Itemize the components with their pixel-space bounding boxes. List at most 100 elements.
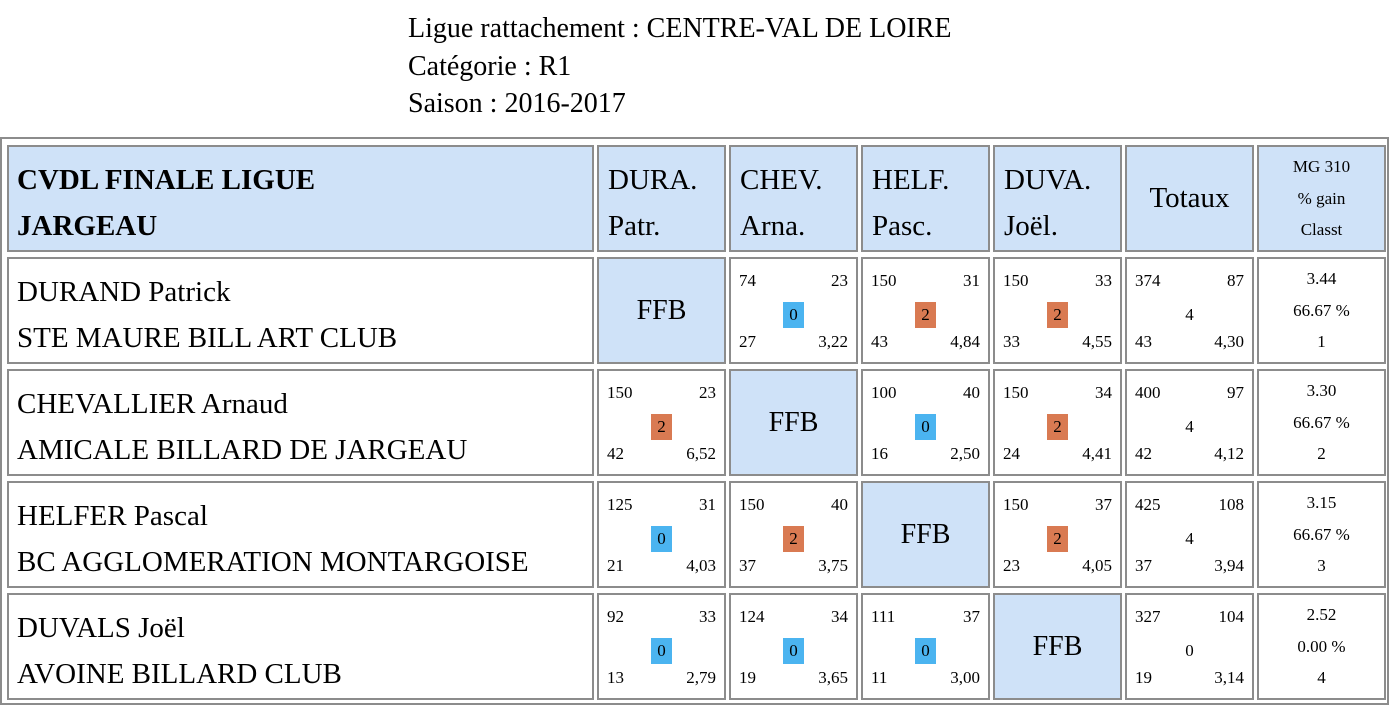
match-points-badge: 2 (1047, 414, 1068, 440)
header-col-line1: HELF. (872, 164, 950, 196)
total-points: 4 (1185, 417, 1194, 436)
result-tl: 327 (1135, 607, 1161, 626)
result-tl: 150 (1003, 495, 1029, 514)
header-col-line2: Arna. (740, 210, 806, 242)
match-result-cell: 150 33 33 4,55 2 (993, 257, 1122, 364)
results-table: CVDL FINALE LIGUE JARGEAU DURA. Patr. CH… (0, 137, 1389, 705)
totaux-cell: 425 108 37 3,94 4 (1125, 481, 1254, 588)
mg-cell: 2.52 0.00 % 4 (1257, 593, 1386, 700)
result-br: 4,55 (1082, 332, 1112, 351)
match-points-badge: 0 (651, 638, 672, 664)
result-bl: 27 (739, 332, 756, 351)
header-col-duva: DUVA. Joël. (993, 145, 1122, 252)
result-tr: 31 (699, 495, 716, 514)
result-tl: 74 (739, 271, 756, 290)
result-bl: 19 (739, 668, 756, 687)
gain-percent: 0.00 % (1297, 636, 1346, 656)
result-br: 4,05 (1082, 556, 1112, 575)
result-br: 6,52 (686, 444, 716, 463)
ranking: 3 (1317, 556, 1326, 576)
result-tr: 108 (1218, 495, 1245, 514)
result-tl: 124 (739, 607, 765, 626)
match-result-cell: 150 40 37 3,75 2 (729, 481, 858, 588)
result-br: 3,00 (950, 668, 980, 687)
header-mg-line2: % gain (1297, 188, 1346, 208)
match-points-badge: 2 (915, 302, 936, 328)
header-col-chev: CHEV. Arna. (729, 145, 858, 252)
player-name: CHEVALLIER Arnaud (17, 388, 288, 420)
result-br: 4,41 (1082, 444, 1112, 463)
result-tr: 37 (1095, 495, 1112, 514)
result-tr: 33 (699, 607, 716, 626)
result-tl: 125 (607, 495, 633, 514)
result-bl: 23 (1003, 556, 1020, 575)
ffb-cell: FFB (729, 369, 858, 476)
match-result-cell: 125 31 21 4,03 0 (597, 481, 726, 588)
ffb-label: FFB (768, 406, 819, 438)
header-totaux-label: Totaux (1149, 182, 1230, 214)
saison-line: Saison : 2016-2017 (408, 88, 626, 119)
match-points-badge: 2 (783, 526, 804, 552)
totaux-cell: 327 104 19 3,14 0 (1125, 593, 1254, 700)
club-name: BC AGGLOMERATION MONTARGOISE (17, 546, 529, 578)
player-name: HELFER Pascal (17, 500, 208, 532)
result-tl: 100 (871, 383, 897, 402)
ranking: 4 (1317, 668, 1326, 688)
result-tl: 150 (871, 271, 897, 290)
result-bl: 37 (739, 556, 756, 575)
result-tl: 150 (739, 495, 765, 514)
mg-value: 2.52 (1306, 605, 1337, 625)
header-title-line1: CVDL FINALE LIGUE (17, 164, 316, 196)
mg-value: 3.30 (1306, 381, 1337, 401)
match-result-cell: 92 33 13 2,79 0 (597, 593, 726, 700)
total-points: 4 (1185, 305, 1194, 324)
ligue-line: Ligue rattachement : CENTRE-VAL DE LOIRE (408, 13, 952, 44)
ffb-label: FFB (1032, 630, 1083, 662)
club-name: AVOINE BILLARD CLUB (17, 658, 342, 690)
result-bl: 19 (1135, 668, 1152, 687)
result-bl: 16 (871, 444, 888, 463)
result-tr: 97 (1227, 383, 1244, 402)
match-points-badge: 0 (783, 302, 804, 328)
match-result-cell: 74 23 27 3,22 0 (729, 257, 858, 364)
result-tr: 34 (831, 607, 848, 626)
ffb-cell: FFB (597, 257, 726, 364)
result-br: 3,22 (818, 332, 848, 351)
player-cell: DUVALS Joël AVOINE BILLARD CLUB (7, 593, 594, 700)
match-points-badge: 0 (783, 638, 804, 664)
match-points-badge: 0 (915, 638, 936, 664)
mg-cell: 3.30 66.67 % 2 (1257, 369, 1386, 476)
ffb-label: FFB (636, 294, 687, 326)
header-totaux: Totaux (1125, 145, 1254, 252)
result-bl: 42 (607, 444, 624, 463)
match-result-cell: 150 37 23 4,05 2 (993, 481, 1122, 588)
total-points: 0 (1185, 641, 1194, 660)
competition-info: Ligue rattachement : CENTRE-VAL DE LOIRE… (408, 10, 952, 123)
result-tr: 33 (1095, 271, 1112, 290)
player-cell: DURAND Patrick STE MAURE BILL ART CLUB (7, 257, 594, 364)
result-tl: 150 (1003, 271, 1029, 290)
match-result-cell: 150 34 24 4,41 2 (993, 369, 1122, 476)
header-title-cell: CVDL FINALE LIGUE JARGEAU (7, 145, 594, 252)
total-points: 4 (1185, 529, 1194, 548)
result-tl: 374 (1135, 271, 1161, 290)
mg-value: 3.15 (1306, 493, 1337, 513)
result-br: 3,94 (1214, 556, 1244, 575)
player-name: DURAND Patrick (17, 276, 231, 308)
result-tr: 31 (963, 271, 980, 290)
result-tr: 87 (1227, 271, 1244, 290)
match-result-cell: 150 31 43 4,84 2 (861, 257, 990, 364)
result-br: 2,79 (686, 668, 716, 687)
result-br: 4,12 (1214, 444, 1244, 463)
result-bl: 13 (607, 668, 624, 687)
result-tl: 400 (1135, 383, 1161, 402)
result-tl: 150 (1003, 383, 1029, 402)
header-col-dura: DURA. Patr. (597, 145, 726, 252)
ffb-label: FFB (900, 518, 951, 550)
result-tl: 92 (607, 607, 624, 626)
mg-value: 3.44 (1306, 269, 1337, 289)
result-bl: 11 (871, 668, 888, 687)
match-points-badge: 2 (1047, 526, 1068, 552)
result-bl: 42 (1135, 444, 1152, 463)
header-mg-line3: Classt (1300, 220, 1343, 240)
